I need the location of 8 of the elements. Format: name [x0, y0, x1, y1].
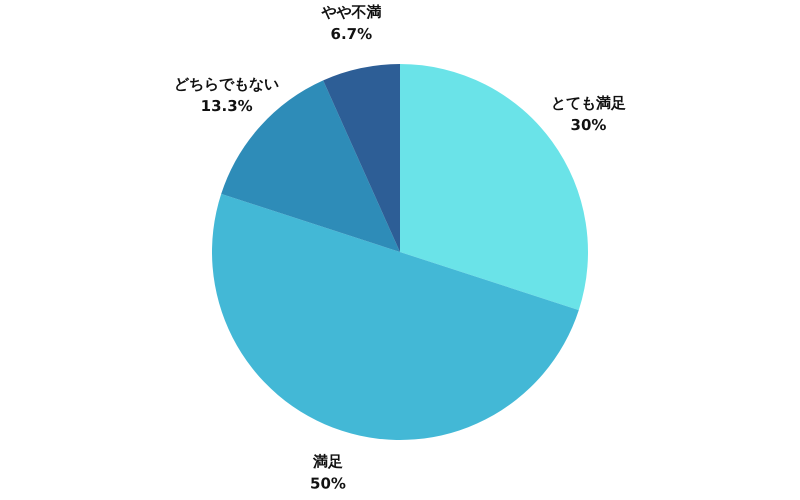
data-label: 13.3%: [200, 97, 253, 116]
slice-label: 満足: [312, 452, 343, 470]
data-label: 6.7%: [330, 25, 372, 44]
data-label: 50%: [310, 474, 346, 492]
data-label: 30%: [570, 116, 606, 134]
slice-label: とても満足: [551, 94, 626, 112]
slice-label: やや不満: [320, 3, 382, 22]
slice-label: どちらでもない: [174, 75, 280, 94]
